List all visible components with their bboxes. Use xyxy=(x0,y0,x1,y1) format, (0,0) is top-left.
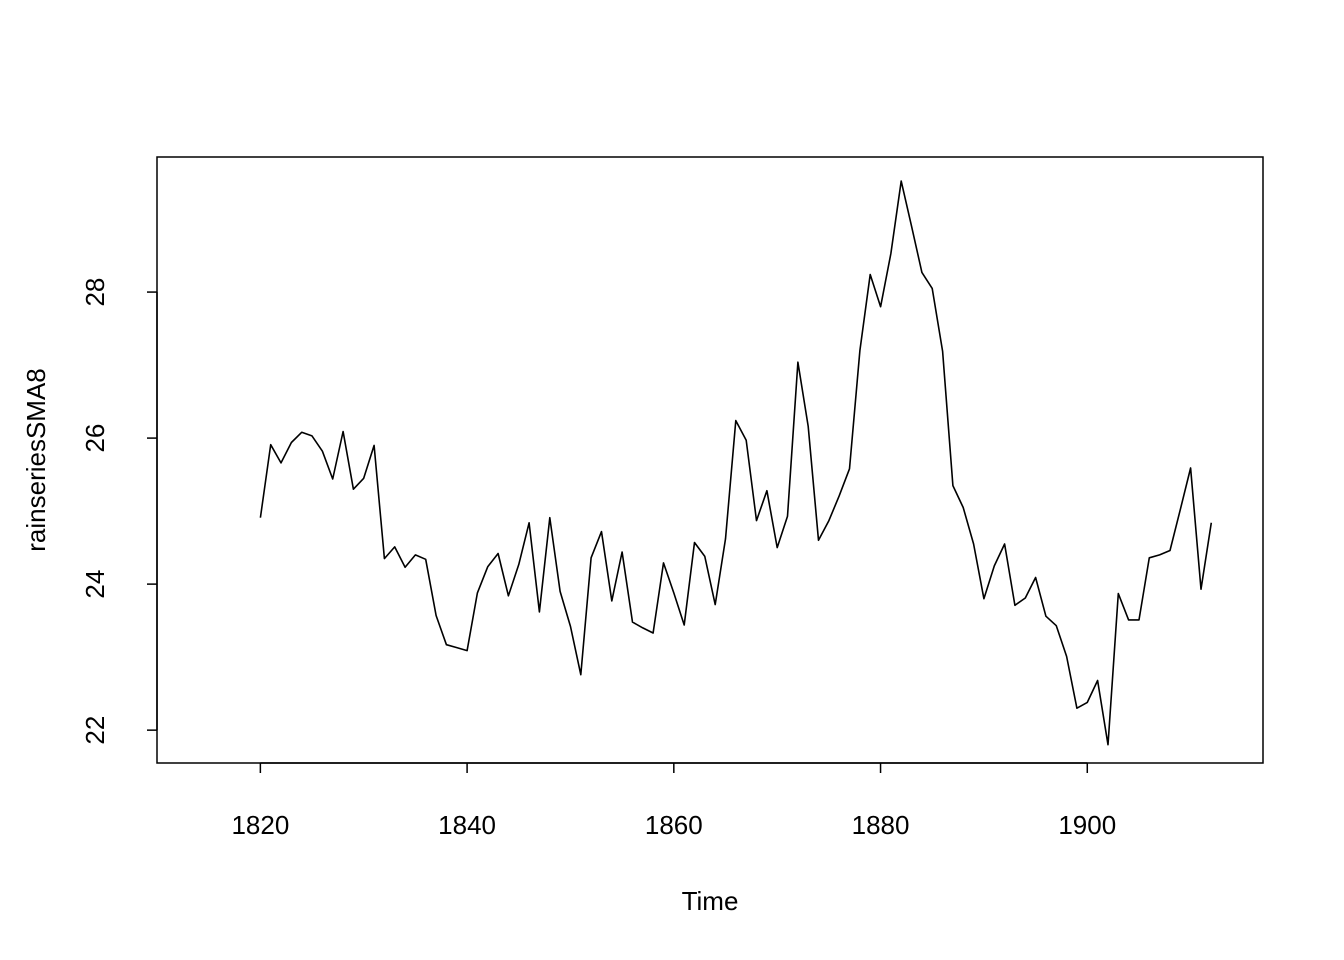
y-tick-label: 26 xyxy=(80,424,110,453)
y-axis: 22 24 26 28 xyxy=(80,278,158,745)
y-axis-title: rainseriesSMA8 xyxy=(21,368,51,552)
x-tick-label: 1860 xyxy=(645,810,703,840)
x-axis: 1820 1840 1860 1880 1900 xyxy=(231,762,1116,840)
series-line xyxy=(259,180,1213,746)
x-axis-title: Time xyxy=(682,886,739,916)
plot-frame xyxy=(156,156,1264,764)
x-tick-label: 1880 xyxy=(852,810,910,840)
x-tick-label: 1820 xyxy=(231,810,289,840)
x-tick-label: 1840 xyxy=(438,810,496,840)
data-layer xyxy=(259,180,1213,746)
y-tick-label: 28 xyxy=(80,278,110,307)
x-tick-label: 1900 xyxy=(1058,810,1116,840)
y-tick-label: 22 xyxy=(80,716,110,745)
y-tick-label: 24 xyxy=(80,570,110,599)
